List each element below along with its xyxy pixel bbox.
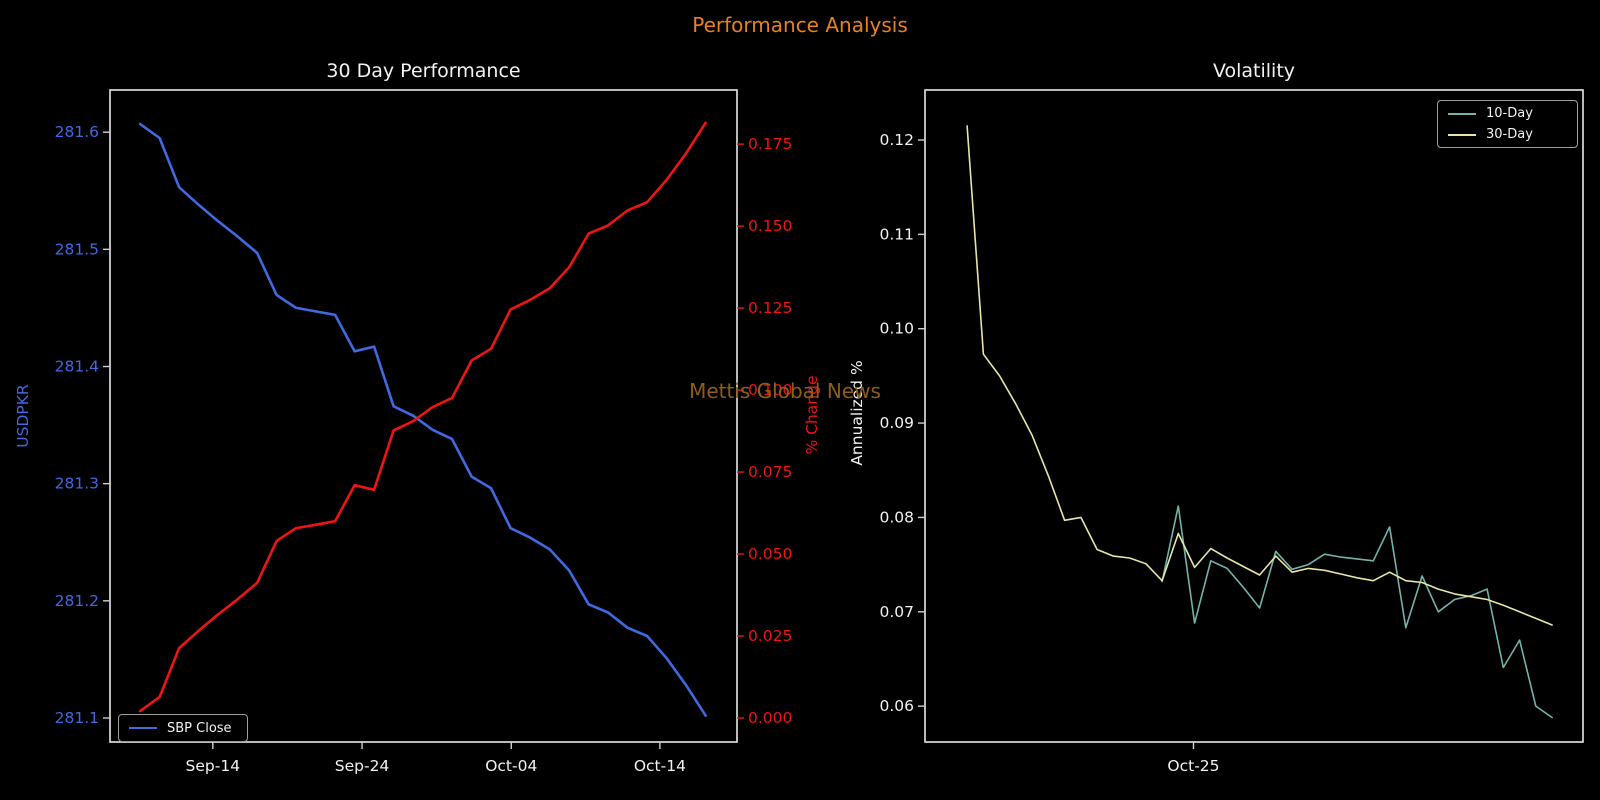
svg-text:0.050: 0.050 [748, 545, 792, 563]
svg-text:0.09: 0.09 [879, 414, 914, 432]
chart-0-canvas: 281.6 281.5 281.4 281.3 281.2 281.1 0.175 0.150… [55, 89, 792, 775]
legend-label-sbp-close: SBP Close [167, 720, 232, 736]
svg-text:0.075: 0.075 [748, 463, 792, 481]
legend-line-swatch-30-day [1448, 133, 1476, 136]
chart-1-legend: 10-Day 30-Day [1437, 100, 1578, 148]
svg-text:0.150: 0.150 [748, 217, 792, 235]
legend-label-30-day: 30-Day [1486, 127, 1533, 142]
svg-text:0.100: 0.100 [748, 381, 792, 399]
watermark: Mettis Global News [689, 379, 881, 403]
legend-line-swatch-sbp-close [129, 727, 157, 729]
svg-text:0.06: 0.06 [879, 697, 914, 715]
svg-text:Oct-25: Oct-25 [1167, 757, 1219, 775]
chart-0-legend: SBP Close [118, 714, 248, 742]
chart-1-left-axis-label: Annualized % [848, 360, 866, 466]
svg-text:Oct-04: Oct-04 [485, 757, 537, 775]
svg-text:281.3: 281.3 [55, 475, 99, 493]
legend-entry-10-day: 10-Day [1448, 105, 1567, 122]
svg-text:0.11: 0.11 [879, 225, 914, 243]
svg-text:0.07: 0.07 [879, 603, 914, 621]
legend-entry-sbp-close: SBP Close [129, 720, 237, 737]
chart-1-title: Volatility [1212, 60, 1296, 82]
svg-text:0.08: 0.08 [879, 508, 914, 526]
svg-text:281.6: 281.6 [55, 123, 99, 141]
svg-text:0.000: 0.000 [748, 709, 792, 727]
legend-line-swatch-10-day [1448, 112, 1476, 115]
svg-text:Sep-24: Sep-24 [335, 757, 390, 775]
figure-title: Performance Analysis [692, 13, 908, 37]
svg-text:0.175: 0.175 [748, 135, 792, 153]
legend-label-10-day: 10-Day [1486, 106, 1533, 121]
svg-text:281.2: 281.2 [55, 592, 99, 610]
svg-text:Sep-14: Sep-14 [186, 757, 241, 775]
legend-entry-30-day: 30-Day [1448, 126, 1567, 143]
svg-text:281.1: 281.1 [55, 709, 99, 727]
svg-text:0.025: 0.025 [748, 627, 792, 645]
svg-text:281.4: 281.4 [55, 357, 99, 375]
svg-text:Oct-14: Oct-14 [634, 757, 686, 775]
svg-text:0.125: 0.125 [748, 299, 792, 317]
chart-0-title: 30 Day Performance [326, 60, 521, 82]
chart-0-left-axis-label: USDPKR [14, 384, 32, 448]
svg-text:0.12: 0.12 [879, 131, 914, 149]
svg-text:281.5: 281.5 [55, 240, 99, 258]
svg-text:0.10: 0.10 [879, 320, 914, 338]
chart-1-canvas: 0.12 0.11 0.10 0.09 0.08 0.07 0.06 Oct-25 [879, 89, 1584, 775]
